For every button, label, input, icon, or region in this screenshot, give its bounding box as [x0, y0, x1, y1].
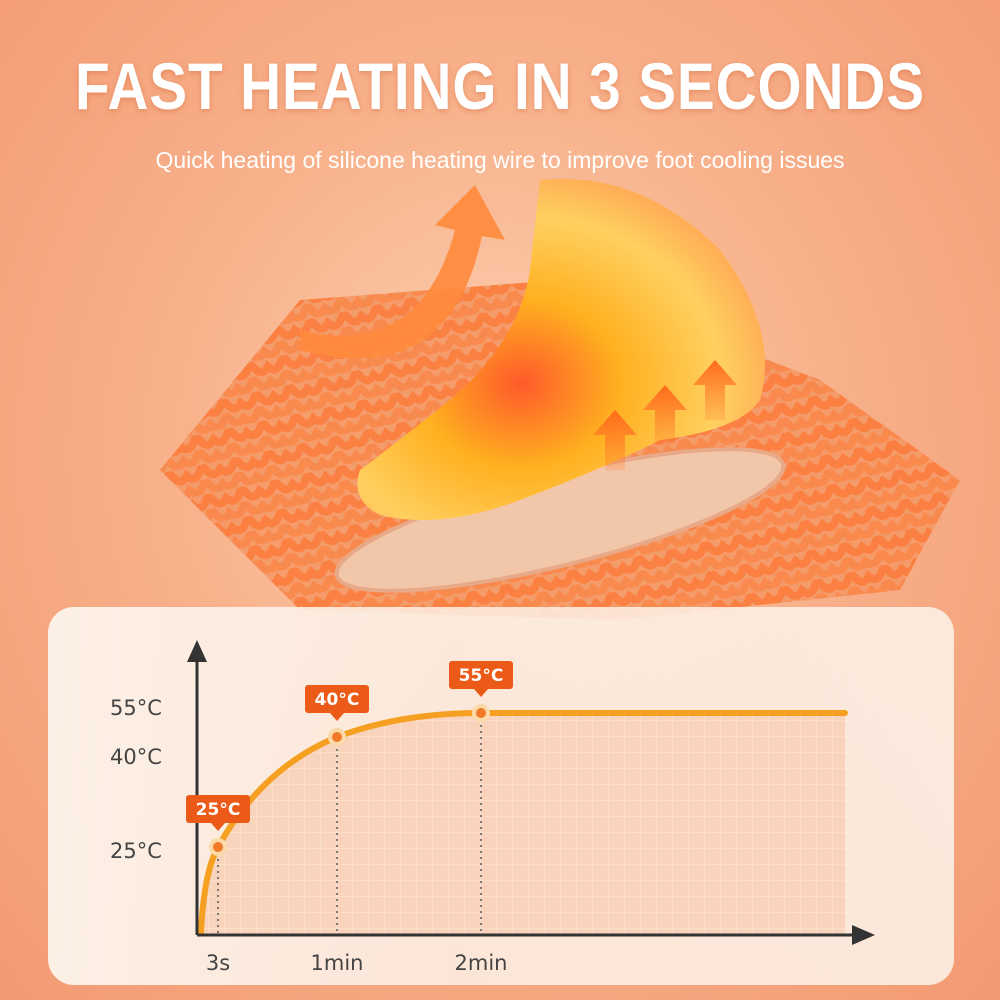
- value-tag: [449, 661, 513, 697]
- curved-arrow-icon: [300, 185, 505, 359]
- headline: FAST HEATING IN 3 SECONDS: [75, 49, 925, 123]
- heat-arrows-icon: [593, 360, 737, 470]
- heated-insole-illustration: [160, 178, 960, 620]
- value-tag: [186, 795, 250, 831]
- data-point: [476, 708, 486, 718]
- heating-curve-line: [198, 710, 848, 935]
- data-label: 40°C: [315, 690, 360, 710]
- y-axis-arrow-icon: [187, 640, 207, 662]
- area-fill: [201, 713, 845, 935]
- x-tick-label: 3s: [206, 951, 230, 975]
- data-label: 55°C: [459, 666, 504, 686]
- x-axis-arrow-icon: [852, 925, 875, 945]
- subheadline: Quick heating of silicone heating wire t…: [155, 147, 845, 173]
- y-tick-label: 25°C: [110, 839, 162, 863]
- y-tick-label: 55°C: [110, 696, 162, 720]
- x-tick-label: 1min: [311, 951, 364, 975]
- value-tag: [305, 685, 369, 721]
- data-label: 25°C: [196, 800, 241, 820]
- x-tick-label: 2min: [455, 951, 508, 975]
- data-point: [213, 842, 223, 852]
- y-tick-label: 40°C: [110, 745, 162, 769]
- data-point: [332, 732, 342, 742]
